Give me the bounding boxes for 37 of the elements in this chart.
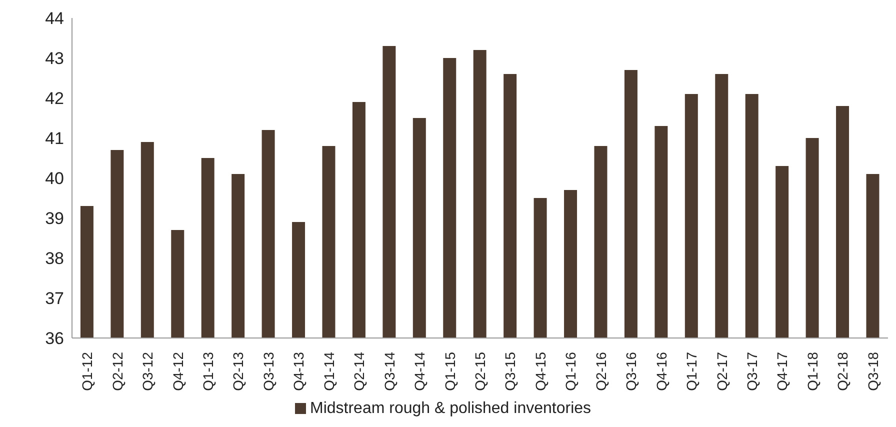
x-tick-label: Q3-14 — [381, 352, 398, 391]
x-tick-label: Q1-17 — [684, 352, 700, 391]
y-tick-label: 42 — [45, 89, 64, 108]
x-tick-label: Q3-16 — [623, 352, 640, 391]
y-tick-label: 37 — [45, 289, 64, 308]
x-tick-label: Q2-16 — [592, 352, 609, 391]
legend-label: Midstream rough & polished inventories — [310, 400, 592, 417]
x-tick-label: Q3-13 — [260, 352, 276, 391]
x-tick-label: Q3-17 — [744, 352, 760, 391]
x-tick-label: Q1-13 — [200, 352, 216, 391]
x-tick-label: Q1-14 — [320, 352, 337, 391]
y-tick-label: 40 — [45, 169, 64, 188]
x-tick-label: Q4-15 — [532, 352, 548, 391]
x-tick-label: Q4-17 — [774, 352, 790, 391]
x-tick-label: Q4-12 — [170, 352, 186, 391]
x-tick-label: Q1-15 — [442, 352, 458, 391]
x-tick-label: Q2-12 — [109, 352, 126, 391]
x-tick-label: Q2-13 — [230, 352, 246, 391]
x-tick-label: Q3-18 — [864, 352, 881, 391]
x-tick-label: Q2-17 — [714, 352, 730, 391]
x-tick-label: Q3-15 — [502, 352, 518, 391]
x-tick-label: Q1-12 — [79, 352, 96, 391]
x-tick-label: Q4-14 — [412, 352, 428, 391]
x-tick-label: Q4-13 — [290, 352, 307, 391]
x-tick-label: Q2-15 — [472, 352, 488, 391]
x-tick-label: Q4-16 — [653, 352, 670, 391]
y-tick-label: 44 — [45, 9, 64, 28]
x-tick-label: Q1-16 — [562, 352, 579, 391]
x-tick-label: Q2-18 — [834, 352, 851, 391]
y-tick-label: 39 — [45, 209, 64, 228]
y-tick-label: 38 — [45, 249, 64, 268]
y-tick-label: 36 — [45, 329, 64, 348]
y-tick-label: 41 — [45, 129, 64, 148]
x-tick-label: Q3-12 — [140, 352, 156, 391]
y-tick-label: 43 — [45, 49, 64, 68]
x-tick-label: Q2-14 — [351, 352, 368, 391]
x-tick-label: Q1-18 — [804, 352, 820, 391]
